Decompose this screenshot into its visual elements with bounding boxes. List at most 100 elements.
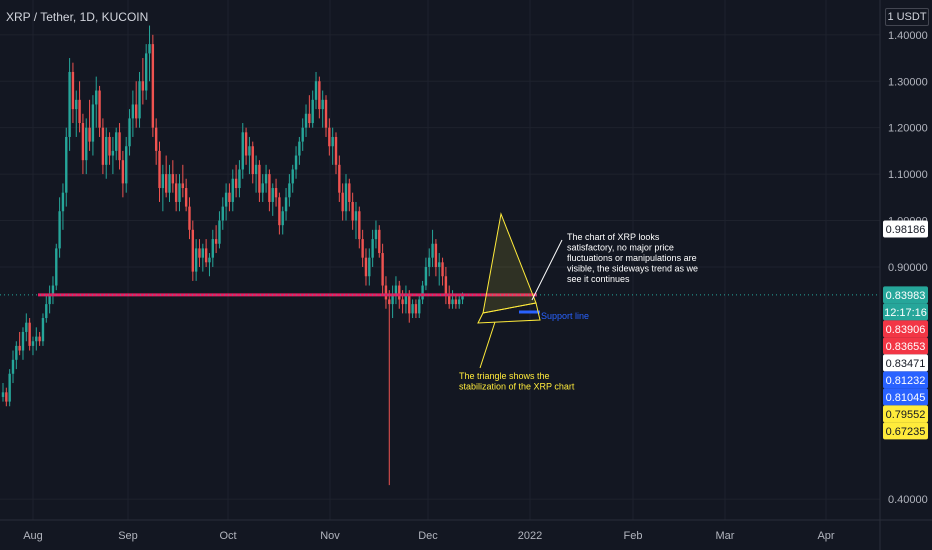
candle-body <box>374 229 378 240</box>
countdown-tag <box>883 303 928 321</box>
candle-body <box>448 294 451 305</box>
candle-body <box>161 174 165 189</box>
candle-body <box>131 104 135 119</box>
candle-body <box>38 336 41 342</box>
candle-body <box>454 299 458 305</box>
candle-body <box>91 104 95 142</box>
chart-title: XRP / Tether, 1D, KUCOIN <box>6 10 149 24</box>
candle-body <box>428 257 431 267</box>
candle-body <box>55 248 58 286</box>
candle-body <box>328 127 331 147</box>
y-tick-label: 0.90000 <box>888 262 928 274</box>
candle-body <box>11 359 15 374</box>
candle-body <box>111 150 115 156</box>
annotation-pointer-top <box>531 239 563 301</box>
candle-body <box>321 99 324 110</box>
candle-body <box>228 192 231 202</box>
candle-body <box>174 183 178 202</box>
currency-unit-button[interactable]: 1 USDT <box>885 8 929 26</box>
candle-body <box>35 336 38 342</box>
x-tick-label: Aug <box>23 530 43 542</box>
candle-body <box>194 248 198 272</box>
candle-body <box>351 201 354 221</box>
annotation-note-top-line: visible, the sideways trend as we <box>567 264 698 274</box>
candle-body <box>181 183 185 189</box>
x-tick-label: Feb <box>624 530 643 542</box>
candle-body <box>364 257 368 277</box>
candle-body <box>391 294 394 305</box>
y-tick-label: 1.30000 <box>888 76 928 88</box>
candle-body <box>211 239 214 258</box>
price-tag-label: 0.83983 <box>886 290 926 302</box>
candle-body <box>128 118 131 147</box>
candle-body <box>408 294 411 314</box>
candle-body <box>324 99 328 128</box>
candle-body <box>214 239 218 244</box>
x-tick-label: Mar <box>716 530 735 542</box>
candle-body <box>334 136 338 165</box>
candle-body <box>394 285 398 295</box>
candle-body <box>201 248 204 258</box>
candle-body <box>5 392 8 402</box>
candle-body <box>311 99 314 124</box>
candle-body <box>18 345 21 351</box>
candle-body <box>75 99 78 110</box>
candle-body <box>21 331 25 351</box>
candle-body <box>144 53 148 91</box>
candle-body <box>45 304 48 319</box>
candle-body <box>191 229 195 272</box>
candle-body <box>268 174 271 202</box>
candle-body <box>71 71 75 110</box>
candle-body <box>278 197 281 226</box>
candle-body <box>138 81 141 119</box>
price-tag <box>883 354 928 372</box>
candle-body <box>361 239 364 258</box>
candle-body <box>51 285 55 295</box>
candle-body <box>421 285 424 300</box>
candle-body <box>224 192 228 207</box>
candle-body <box>304 113 308 128</box>
annotation-note-bottom-line: stabilization of the XRP chart <box>459 382 575 392</box>
candle-body <box>164 174 168 193</box>
candle-body <box>341 192 344 212</box>
price-tag-label: 0.83471 <box>886 358 926 370</box>
support-line-label: Support line <box>541 311 589 321</box>
candle-body <box>151 44 155 128</box>
price-tag <box>883 371 928 389</box>
candle-body <box>444 276 448 295</box>
candle-body <box>371 239 374 258</box>
candle-body <box>254 164 258 175</box>
candle-body <box>221 206 224 221</box>
candle-body <box>15 345 18 360</box>
price-tag-label: 0.81045 <box>886 392 926 404</box>
candle-body <box>158 150 161 189</box>
candle-body <box>81 123 85 161</box>
candle-body <box>218 220 221 244</box>
candle-body <box>288 183 291 198</box>
price-tag <box>883 320 928 338</box>
candle-body <box>148 44 151 54</box>
candle-body <box>48 294 51 305</box>
candle-body <box>125 146 128 184</box>
candle-body <box>115 132 118 151</box>
candle-body <box>344 183 348 212</box>
candle-body <box>121 160 125 184</box>
candle-body <box>431 243 434 258</box>
candle-body <box>314 81 318 100</box>
candle-body <box>378 229 381 254</box>
price-tag <box>883 220 928 238</box>
x-tick-label: Oct <box>219 530 236 542</box>
candle-body <box>298 141 301 156</box>
annotation-pointer-bottom <box>479 321 496 369</box>
candle-body <box>238 169 241 189</box>
candle-body <box>418 299 421 314</box>
candle-body <box>231 178 234 202</box>
candle-body <box>184 188 188 207</box>
candle-body <box>204 248 208 263</box>
candle-body <box>284 197 288 212</box>
candle-body <box>105 136 108 165</box>
candle-body <box>248 146 251 156</box>
candle-body <box>281 211 284 226</box>
